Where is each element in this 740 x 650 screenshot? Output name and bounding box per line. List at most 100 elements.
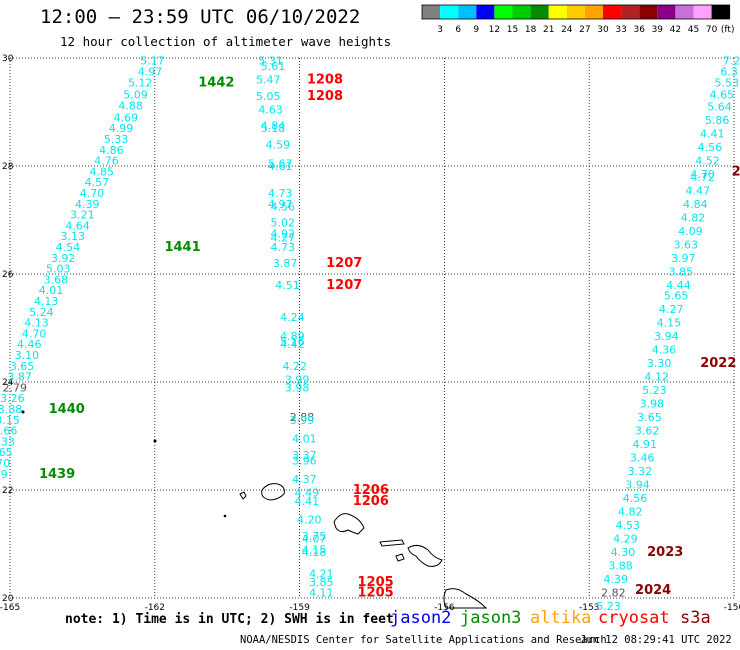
wave-height-point: 4.21 [309,568,334,581]
wave-height-point: 4.37 [292,473,317,486]
wave-height-point: 3.15 [0,414,20,427]
wave-height-point: 4.97 [268,198,293,211]
wave-height-point: 3.66 [0,425,17,438]
pass-time-label: 1207 [326,256,362,271]
wave-height-point: 3.75 [302,530,327,543]
wave-height-point: 5.53 [715,76,740,89]
wave-height-point: 4.18 [302,546,327,559]
wave-height-point: 4.29 [613,533,638,546]
wave-height-point: 4.82 [618,506,643,519]
colorbar-label: 45 [688,25,699,35]
wave-height-point: 4.76 [94,155,119,168]
wave-height-point: 4.01 [292,433,317,446]
colorbar-label: 21 [543,25,554,35]
colorbar-swatch [675,5,694,19]
wave-height-point: 3.85 [669,265,694,278]
wave-height-point: 4.44 [666,279,691,292]
pass-time-label: 1439 [39,467,75,482]
wave-height-point: 5.05 [256,90,281,103]
wave-height-point: 4.52 [695,155,720,168]
wave-height-point: 5.65 [664,290,689,303]
colorbar-legend: 3 6 9 12 15 18 21 24 27 30 33 36 39 42 45 70 (ft) [421,4,734,35]
wave-height-point: 4.24 [280,311,305,324]
legend-altika: altika [530,608,592,628]
wave-height-point: 4.82 [681,211,706,224]
pass-time-label: 1205 [358,575,394,590]
wave-height-point: 3.98 [285,381,310,394]
wave-height-point: 4.99 [109,122,134,135]
colorbar-swatch [693,5,712,19]
colorbar-label: 39 [652,25,664,35]
wave-height-point: 4.88 [118,100,143,113]
wave-height-point: 4.97 [138,66,163,79]
wave-height-point: 4.47 [686,184,711,197]
wave-height-point: 3.65 [637,411,662,424]
wave-height-point: 3.88 [0,403,22,416]
wave-height-point: 4.27 [659,303,684,316]
wave-height-point: 3.32 [628,465,653,478]
wave-height-point: 3.33 [0,435,15,448]
wave-height-point: 4.59 [266,138,291,151]
wave-height-point: 5.23 [642,384,667,397]
legend-jason2: jason2 [390,608,452,628]
wave-height-point: 4.20 [297,514,322,527]
wave-height-point: 3.63 [673,238,698,251]
credit-text: NOAA/NESDIS Center for Satellite Applica… [240,634,607,646]
wave-height-point: 3.92 [51,252,76,265]
colorbar-label: 6 [455,25,461,35]
lat-tick-label: 28 [2,162,14,172]
wave-height-point: 4.72 [690,171,715,184]
colorbar-label: 12 [489,25,500,35]
wave-height-point: 3.37 [292,449,317,462]
pass-time-label: 1205 [358,586,394,601]
wave-height-point: 2.79 [3,381,28,394]
colorbar-swatch [603,5,622,19]
lat-tick-label: 30 [2,54,14,64]
pass-time-label: 1440 [49,402,85,417]
wave-height-point: 5.67 [268,157,293,170]
wave-height-point: 3.99 [290,414,315,427]
lat-tick-label: 22 [2,486,13,496]
wave-height-point: 4.84 [261,120,286,133]
wave-height-point: 3.96 [292,454,317,467]
wave-height-point: 5.02 [270,217,295,230]
wave-height-point: 3.94 [625,479,650,492]
wave-height-point: 3.99 [285,373,310,386]
wave-height-point: 5.03 [46,263,71,276]
wave-height-point: 4.09 [678,225,703,238]
wave-height-point: 4.49 [295,487,320,500]
colorbar-label: 9 [473,25,479,35]
wave-height-point: 7.2 [723,55,740,68]
wave-height-point: 3.70 [0,457,10,470]
lon-tick-label: -162 [145,603,165,613]
island-niihau [239,491,247,500]
wave-height-point: 3.21 [70,209,95,222]
island-maui [407,544,443,567]
pass-time-label: 1206 [353,483,389,498]
wave-height-point: 3.94 [654,330,679,343]
small-island [21,410,25,414]
wave-height-point: 4.92 [270,228,295,241]
wave-height-point: 4.69 [114,111,139,124]
colorbar-label: 27 [579,25,590,35]
wave-height-point: 5.24 [29,306,54,319]
wave-height-point: 3.26 [0,392,25,405]
wave-height-point: 4.56 [270,201,295,214]
lat-lon-grid: -165 -162 -159 -156 -153 -150 30 28 26 24 22 20 [0,54,740,613]
wave-height-point: 4.73 [270,241,295,254]
wave-height-point: 4.86 [99,144,124,157]
wave-height-point: 4.89 [280,330,305,343]
wave-height-point: 4.61 [268,160,293,173]
wave-height-labels: 5.174.975.125.094.884.694.995.334.864.76… [0,55,740,613]
wave-height-point: 4.64 [65,219,90,232]
island-oahu [333,513,365,535]
pass-time-label: 2024 [635,583,671,598]
small-island [223,514,227,518]
wave-height-point: 3.87 [7,371,32,384]
wave-height-point: 4.01 [39,284,64,297]
wave-height-point: 3.88 [608,560,633,573]
wave-height-point: 5.86 [705,114,730,127]
legend-jason3: jason3 [460,608,522,628]
wave-height-point: 4.65 [710,89,735,102]
colorbar-swatch [584,5,603,19]
